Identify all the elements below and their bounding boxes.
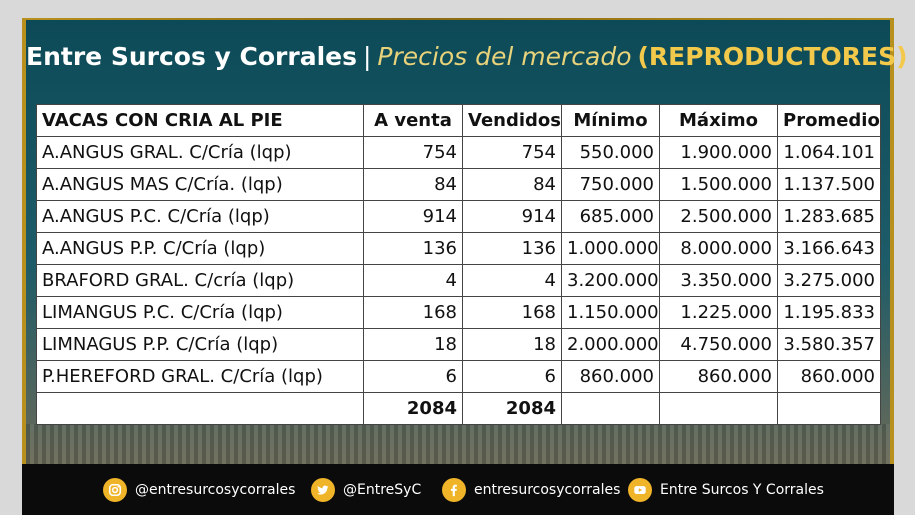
table-row: A.ANGUS GRAL. C/Cría (lqp) 754 754 550.0… (36, 136, 881, 169)
facebook-handle: entresurcosycorrales (474, 482, 621, 498)
table-cell: A.ANGUS MAS C/Cría. (lqp) (36, 168, 364, 201)
table-cell: 914 (462, 200, 562, 233)
table-cell: 2.500.000 (659, 200, 778, 233)
table-cell: 84 (363, 168, 463, 201)
youtube-link[interactable]: Entre Surcos Y Corrales (628, 477, 824, 503)
twitter-handle: @EntreSyC (343, 482, 422, 498)
instagram-link[interactable]: @entresurcosycorrales (103, 477, 295, 503)
youtube-channel: Entre Surcos Y Corrales (660, 482, 824, 498)
column-header: A venta (363, 104, 463, 137)
table-cell: 6 (462, 360, 562, 393)
title-subtitle: Precios del mercado (377, 42, 632, 71)
facebook-icon (442, 478, 466, 502)
brand-name: Entre Surcos y Corrales (26, 42, 357, 71)
table-cell: A.ANGUS P.P. C/Cría (lqp) (36, 232, 364, 265)
table-cell: 3.200.000 (561, 264, 660, 297)
twitter-link[interactable]: @EntreSyC (311, 477, 421, 503)
table-cell: 18 (462, 328, 562, 361)
table-cell: 1.150.000 (561, 296, 660, 329)
column-header: Promedio (777, 104, 881, 137)
table-cell (777, 392, 881, 425)
table-cell: A.ANGUS P.C. C/Cría (lqp) (36, 200, 364, 233)
column-header: VACAS CON CRIA AL PIE (36, 104, 364, 137)
table-cell (659, 392, 778, 425)
table-cell: 168 (462, 296, 562, 329)
table-cell: 860.000 (561, 360, 660, 393)
table-row: A.ANGUS MAS C/Cría. (lqp) 84 84 750.000 … (36, 168, 881, 201)
total-a-venta: 2084 (363, 392, 463, 425)
table-row: BRAFORD GRAL. C/cría (lqp) 4 4 3.200.000… (36, 264, 881, 297)
table-cell: 8.000.000 (659, 232, 778, 265)
table-row: A.ANGUS P.C. C/Cría (lqp) 914 914 685.00… (36, 200, 881, 233)
table-cell: 136 (462, 232, 562, 265)
table-header-row: VACAS CON CRIA AL PIE A venta Vendidos M… (36, 104, 881, 137)
youtube-icon (628, 478, 652, 502)
instagram-icon (103, 478, 127, 502)
table-cell: 18 (363, 328, 463, 361)
table-cell: 3.580.357 (777, 328, 881, 361)
table-cell (36, 392, 364, 425)
table-cell: 1.283.685 (777, 200, 881, 233)
table-cell: A.ANGUS GRAL. C/Cría (lqp) (36, 136, 364, 169)
table-cell: 4 (363, 264, 463, 297)
table-cell: 1.500.000 (659, 168, 778, 201)
table-cell: 6 (363, 360, 463, 393)
table-cell: P.HEREFORD GRAL. C/Cría (lqp) (36, 360, 364, 393)
table-cell: 1.000.000 (561, 232, 660, 265)
table-cell: 685.000 (561, 200, 660, 233)
table-cell: LIMNAGUS P.P. C/Cría (lqp) (36, 328, 364, 361)
table-row: P.HEREFORD GRAL. C/Cría (lqp) 6 6 860.00… (36, 360, 881, 393)
totals-row: 2084 2084 (36, 392, 881, 425)
table-cell: 754 (363, 136, 463, 169)
instagram-handle: @entresurcosycorrales (135, 482, 296, 498)
table-cell: 136 (363, 232, 463, 265)
table-cell: 1.064.101 (777, 136, 881, 169)
page-title: Entre Surcos y Corrales | Precios del merc… (26, 42, 908, 71)
table-cell: 860.000 (659, 360, 778, 393)
title-separator: | (362, 42, 372, 71)
table-cell: 550.000 (561, 136, 660, 169)
title-tag: (REPRODUCTORES) (637, 42, 908, 71)
table-cell: 1.195.833 (777, 296, 881, 329)
table-cell: 4 (462, 264, 562, 297)
column-header: Vendidos (462, 104, 562, 137)
table-cell: 1.900.000 (659, 136, 778, 169)
table-row: A.ANGUS P.P. C/Cría (lqp) 136 136 1.000.… (36, 232, 881, 265)
column-header: Mínimo (561, 104, 660, 137)
table-cell: 1.137.500 (777, 168, 881, 201)
table-cell: 4.750.000 (659, 328, 778, 361)
facebook-link[interactable]: entresurcosycorrales (442, 477, 620, 503)
table-cell: 2.000.000 (561, 328, 660, 361)
price-table: VACAS CON CRIA AL PIE A venta Vendidos M… (36, 104, 881, 425)
table-cell: 750.000 (561, 168, 660, 201)
table-row: LIMANGUS P.C. C/Cría (lqp) 168 168 1.150… (36, 296, 881, 329)
table-cell: BRAFORD GRAL. C/cría (lqp) (36, 264, 364, 297)
table-cell: 3.166.643 (777, 232, 881, 265)
table-row: LIMNAGUS P.P. C/Cría (lqp) 18 18 2.000.0… (36, 328, 881, 361)
table-cell: LIMANGUS P.C. C/Cría (lqp) (36, 296, 364, 329)
table-cell: 3.350.000 (659, 264, 778, 297)
table-cell: 3.275.000 (777, 264, 881, 297)
table-cell: 1.225.000 (659, 296, 778, 329)
column-header: Máximo (659, 104, 778, 137)
table-cell (561, 392, 660, 425)
table-cell: 84 (462, 168, 562, 201)
twitter-icon (311, 478, 335, 502)
table-cell: 754 (462, 136, 562, 169)
table-cell: 168 (363, 296, 463, 329)
table-cell: 914 (363, 200, 463, 233)
total-vendidos: 2084 (462, 392, 562, 425)
table-cell: 860.000 (777, 360, 881, 393)
